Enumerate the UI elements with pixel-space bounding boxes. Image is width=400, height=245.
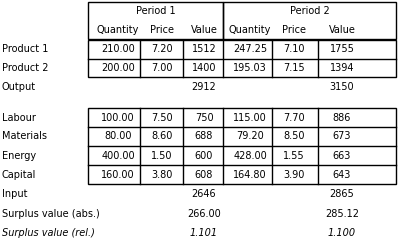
Text: Energy: Energy (2, 151, 36, 160)
Text: 195.03: 195.03 (233, 63, 267, 73)
Text: Period 2: Period 2 (290, 6, 330, 16)
Text: 8.60: 8.60 (151, 132, 173, 141)
Text: Surplus value (abs.): Surplus value (abs.) (2, 209, 100, 219)
Bar (223, 2, 396, 39)
Text: 160.00: 160.00 (101, 170, 135, 180)
Text: 2865: 2865 (330, 189, 354, 199)
Text: 266.00: 266.00 (187, 209, 221, 219)
Text: 1512: 1512 (192, 44, 216, 54)
Text: 79.20: 79.20 (236, 132, 264, 141)
Text: 2912: 2912 (192, 83, 216, 92)
Text: Price: Price (282, 25, 306, 35)
Text: 80.00: 80.00 (104, 132, 132, 141)
Text: Surplus value (rel.): Surplus value (rel.) (2, 228, 95, 238)
Text: Period 1: Period 1 (136, 6, 176, 16)
Text: 643: 643 (333, 170, 351, 180)
Text: 400.00: 400.00 (101, 151, 135, 160)
Text: 7.70: 7.70 (283, 113, 305, 122)
Text: 8.50: 8.50 (283, 132, 305, 141)
Text: 7.50: 7.50 (151, 113, 173, 122)
Text: 7.10: 7.10 (283, 44, 305, 54)
Text: 688: 688 (195, 132, 213, 141)
Text: 1394: 1394 (330, 63, 354, 73)
Text: 7.15: 7.15 (283, 63, 305, 73)
Text: Output: Output (2, 83, 36, 92)
Text: 7.20: 7.20 (151, 44, 173, 54)
Text: 1755: 1755 (330, 44, 354, 54)
Text: 210.00: 210.00 (101, 44, 135, 54)
Text: 750: 750 (195, 113, 213, 122)
Text: 164.80: 164.80 (233, 170, 267, 180)
Text: 200.00: 200.00 (101, 63, 135, 73)
Text: 1.55: 1.55 (283, 151, 305, 160)
Text: 2646: 2646 (192, 189, 216, 199)
Text: Quantity: Quantity (97, 25, 139, 35)
Text: Price: Price (150, 25, 174, 35)
Text: Quantity: Quantity (229, 25, 271, 35)
Text: 7.00: 7.00 (151, 63, 173, 73)
Text: 886: 886 (333, 113, 351, 122)
Text: 428.00: 428.00 (233, 151, 267, 160)
Text: 1.101: 1.101 (190, 228, 218, 238)
Text: 1400: 1400 (192, 63, 216, 73)
Text: 3.80: 3.80 (151, 170, 173, 180)
Text: 1.50: 1.50 (151, 151, 173, 160)
Text: 608: 608 (195, 170, 213, 180)
Text: 600: 600 (195, 151, 213, 160)
Bar (88, 40, 396, 77)
Text: Materials: Materials (2, 132, 47, 141)
Text: 285.12: 285.12 (325, 209, 359, 219)
Text: 247.25: 247.25 (233, 44, 267, 54)
Text: 3150: 3150 (330, 83, 354, 92)
Text: 3.90: 3.90 (283, 170, 305, 180)
Text: Input: Input (2, 189, 28, 199)
Text: Value: Value (190, 25, 218, 35)
Text: Labour: Labour (2, 113, 36, 122)
Text: 663: 663 (333, 151, 351, 160)
Text: 673: 673 (333, 132, 351, 141)
Text: Value: Value (328, 25, 356, 35)
Text: 100.00: 100.00 (101, 113, 135, 122)
Text: 1.100: 1.100 (328, 228, 356, 238)
Bar (88, 2, 223, 39)
Text: 115.00: 115.00 (233, 113, 267, 122)
Text: Product 1: Product 1 (2, 44, 48, 54)
Text: Capital: Capital (2, 170, 36, 180)
Bar (88, 108, 396, 184)
Text: Product 2: Product 2 (2, 63, 48, 73)
